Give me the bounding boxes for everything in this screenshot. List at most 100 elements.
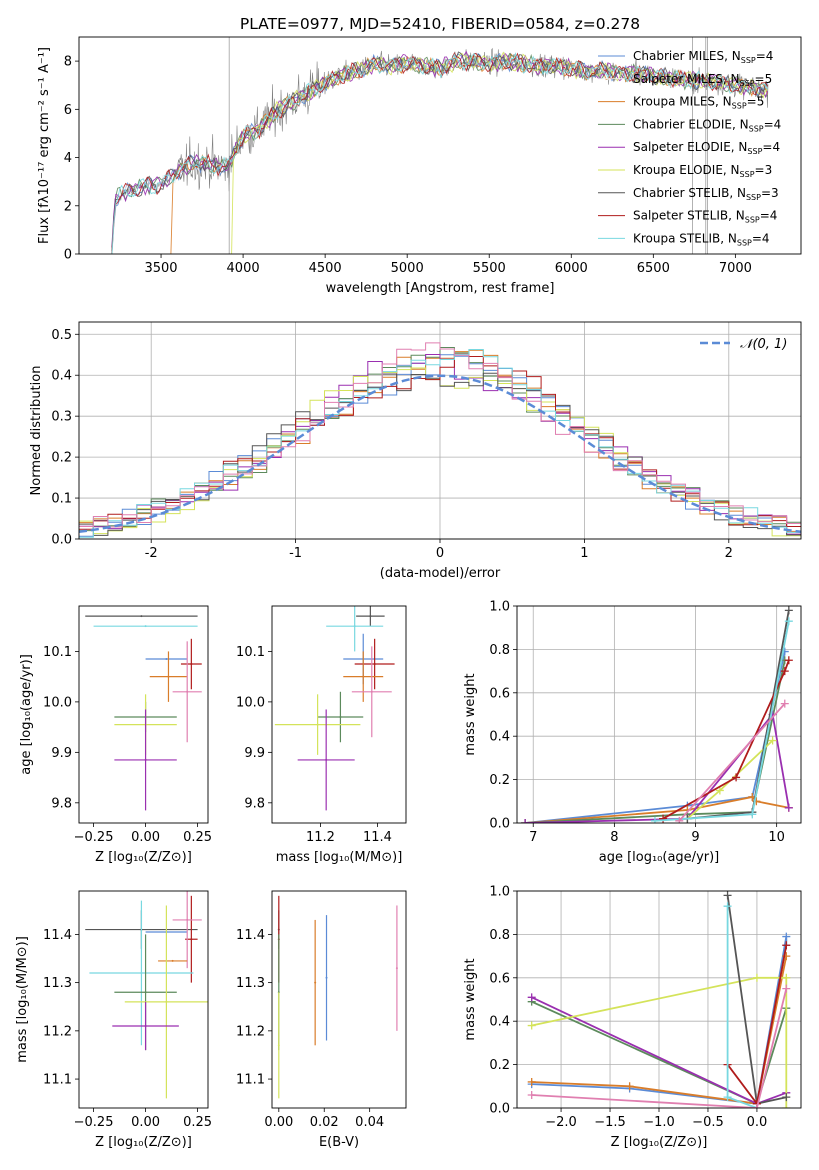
x-tick-label: 4000 bbox=[227, 261, 260, 276]
x-tick-label: 0.0 bbox=[747, 1115, 768, 1130]
legend-entry: Salpeter ELODIE, NSSP=4 bbox=[633, 140, 780, 156]
y-tick-label: 4 bbox=[64, 151, 72, 166]
marker bbox=[675, 816, 684, 823]
model-spectrum-7 bbox=[111, 52, 768, 254]
marker bbox=[784, 617, 793, 626]
series-line-6 bbox=[662, 659, 790, 820]
y-tick-label: 9.9 bbox=[51, 746, 72, 761]
series-line-0 bbox=[525, 651, 786, 823]
axes-frame bbox=[271, 605, 407, 824]
x-tick-label: 5000 bbox=[391, 261, 424, 276]
legend-sub: SSP bbox=[741, 56, 756, 65]
y-tick-label: 0.4 bbox=[489, 1015, 510, 1030]
x-axis-label: E(B-V) bbox=[319, 1135, 359, 1150]
y-tick-label: 11.1 bbox=[43, 1073, 72, 1088]
ticks: −0.25 0.00 0.25 9.8 9.9 10.0 10.1 bbox=[43, 645, 212, 845]
axes-age-vs-mass: 11.2 11.4 9.8 9.9 10.0 10.1 mass [log₁₀(M/M⊙)] bbox=[236, 605, 407, 865]
x-tick-label: −1.5 bbox=[594, 1115, 626, 1130]
x-axis-label: age [log₁₀(age/yr)] bbox=[599, 850, 720, 865]
normal-curve bbox=[79, 374, 801, 534]
point bbox=[186, 690, 189, 693]
y-tick-label: 1.0 bbox=[489, 600, 510, 615]
y-tick-label: 0.4 bbox=[51, 369, 72, 384]
marker bbox=[723, 1093, 732, 1102]
point bbox=[316, 723, 319, 726]
legend-entry: Kroupa MILES, NSSP=5 bbox=[633, 95, 764, 111]
series-line-1 bbox=[531, 955, 788, 1105]
axes-frame bbox=[78, 36, 802, 255]
hist-5 bbox=[79, 372, 801, 536]
legend-text: Salpeter MILES, N bbox=[633, 72, 740, 86]
legend-text: Chabrier MILES, N bbox=[633, 49, 741, 63]
x-tick-label: 9 bbox=[691, 830, 699, 845]
x-tick-label: -2 bbox=[145, 546, 158, 561]
legend-tail: =4 bbox=[762, 140, 780, 154]
hist-3 bbox=[79, 354, 801, 535]
y-tick-label: 11.4 bbox=[236, 928, 265, 943]
y-tick-label: 0.0 bbox=[51, 533, 72, 548]
model-spectrum-8 bbox=[111, 52, 768, 254]
y-tick-label: 11.3 bbox=[236, 976, 265, 991]
axes-frame bbox=[78, 321, 802, 540]
marker bbox=[752, 973, 761, 982]
y-axis-label: age [log₁₀(age/yr)] bbox=[19, 654, 34, 775]
legend-sub: SSP bbox=[747, 147, 762, 156]
y-tick-label: 0.6 bbox=[489, 971, 510, 986]
y-tick-label: 0.4 bbox=[489, 730, 510, 745]
marker bbox=[625, 1082, 634, 1091]
marker bbox=[723, 902, 732, 911]
marker bbox=[784, 656, 793, 665]
x-tick-label: 6500 bbox=[637, 261, 670, 276]
x-tick-label: −2.0 bbox=[545, 1115, 577, 1130]
marker bbox=[752, 1104, 761, 1108]
y-tick-label: 0.6 bbox=[489, 686, 510, 701]
axes-age-vs-Z: −0.25 0.00 0.25 9.8 9.9 10.0 10.1 Z [log₁₀(Z/Z⊙… bbox=[19, 605, 212, 865]
y-tick-label: 11.3 bbox=[43, 976, 72, 991]
ticks: 7 8 9 10 0.0 0.2 0.4 0.6 0.8 1.0 bbox=[489, 600, 785, 846]
series-line-2 bbox=[525, 660, 786, 823]
marker bbox=[527, 1077, 536, 1086]
x-tick-label: -1 bbox=[289, 546, 302, 561]
point bbox=[277, 1044, 280, 1047]
legend-tail: =3 bbox=[761, 186, 779, 200]
ticks: -2 -1 0 1 2 0.0 0.1 0.2 0.3 0.4 0.5 bbox=[51, 328, 733, 561]
legend-tail: =5 bbox=[755, 72, 773, 86]
ticks: 11.2 11.4 9.8 9.9 10.0 10.1 bbox=[236, 645, 392, 845]
axes-frame bbox=[516, 605, 802, 824]
point bbox=[186, 918, 189, 921]
legend-sub: SSP bbox=[737, 238, 752, 247]
series-line-8 bbox=[678, 702, 786, 822]
legend-tail: =5 bbox=[747, 95, 765, 109]
point bbox=[167, 675, 170, 678]
figure-title: PLATE=0977, MJD=52410, FIBERID=0584, z=0… bbox=[240, 15, 640, 33]
marker bbox=[527, 1021, 536, 1030]
legend-text: Salpeter ELODIE, N bbox=[633, 140, 747, 154]
marker bbox=[782, 1104, 791, 1108]
marker bbox=[782, 941, 791, 950]
y-tick-label: 9.9 bbox=[244, 746, 265, 761]
marker bbox=[715, 786, 724, 795]
x-axis-label: mass [log₁₀(M/M⊙)] bbox=[276, 850, 403, 865]
x-tick-label: −0.25 bbox=[74, 830, 114, 845]
x-tick-label: −0.25 bbox=[74, 1115, 114, 1130]
plot-area bbox=[111, 37, 769, 254]
legend-entry: Salpeter MILES, NSSP=5 bbox=[633, 72, 772, 88]
series-line-3 bbox=[525, 712, 790, 823]
marker bbox=[723, 891, 732, 900]
x-axis-label: wavelength [Angstrom, rest frame] bbox=[326, 281, 555, 296]
marker bbox=[782, 1093, 791, 1102]
point bbox=[144, 758, 147, 761]
legend-tail: =4 bbox=[752, 231, 770, 245]
marker bbox=[748, 810, 757, 819]
x-tick-label: 8 bbox=[610, 830, 618, 845]
point bbox=[373, 663, 376, 666]
axes-mass-vs-Z: −0.25 0.00 0.25 11.1 11.2 11.3 11.4 Z [log₁₀(Z/… bbox=[15, 890, 212, 1150]
x-tick-label: −1.0 bbox=[643, 1115, 675, 1130]
marker bbox=[784, 803, 793, 812]
point bbox=[144, 625, 147, 628]
point bbox=[362, 675, 365, 678]
plot-area bbox=[79, 342, 801, 538]
grid bbox=[517, 605, 801, 824]
marker bbox=[780, 667, 789, 676]
legend-sub: SSP bbox=[740, 170, 755, 179]
